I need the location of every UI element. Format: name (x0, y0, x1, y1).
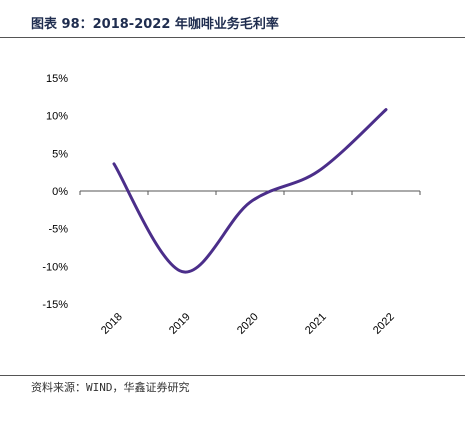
y-tick-label: -10% (42, 261, 68, 273)
x-tick-label: 2022 (371, 311, 397, 337)
series-group (112, 108, 388, 274)
source-divider (0, 375, 465, 376)
series-line (112, 108, 388, 274)
x-tick-label: 2019 (167, 311, 193, 337)
x-axis (79, 190, 421, 195)
page-title: 图表 98：2018-2022 年咖啡业务毛利率 (31, 17, 279, 32)
source-note: 资料来源：WIND，华鑫证券研究 (31, 381, 190, 394)
x-axis-labels: 2018 2019 2020 2021 2022 (99, 311, 397, 337)
y-tick-label: -15% (42, 299, 68, 311)
line-chart: 15%10%5%0%-5%-10%-15% 2018 2019 2020 2021 20… (42, 73, 421, 337)
y-tick-label: -5% (48, 224, 68, 236)
y-tick-label: 10% (46, 111, 68, 123)
y-tick-label: 5% (52, 148, 68, 160)
y-tick-label: 15% (46, 73, 68, 85)
x-tick-label: 2020 (235, 311, 261, 337)
y-axis: 15% 10% 5% 0% -5% -10% -15% (42, 73, 68, 311)
title-divider (0, 37, 465, 38)
y-tick-label: 0% (52, 186, 68, 198)
x-tick-label: 2018 (99, 311, 125, 337)
x-tick-label: 2021 (303, 311, 329, 337)
